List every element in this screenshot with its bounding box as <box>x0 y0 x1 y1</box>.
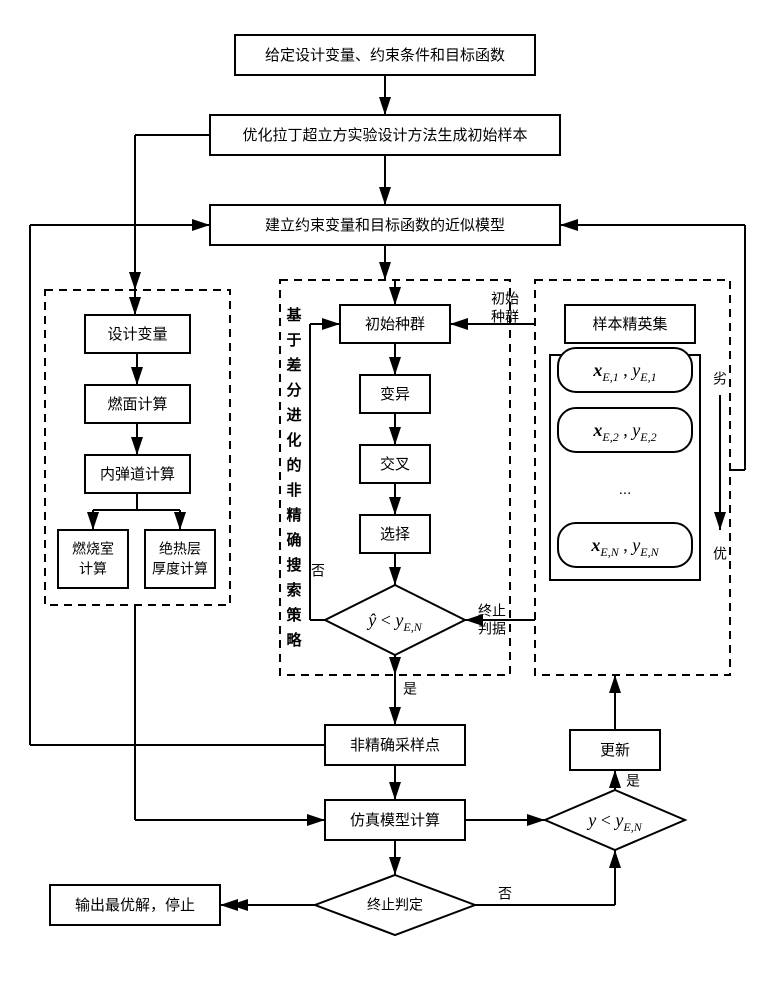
svg-text:劣: 劣 <box>713 371 727 387</box>
svg-text:种群: 种群 <box>491 309 519 325</box>
svg-text:输出最优解，停止: 输出最优解，停止 <box>75 897 195 914</box>
svg-text:略: 略 <box>286 631 302 649</box>
svg-text:内弹道计算: 内弹道计算 <box>100 465 175 483</box>
svg-text:否: 否 <box>311 563 325 579</box>
svg-text:绝热层: 绝热层 <box>159 541 201 557</box>
svg-text:的: 的 <box>286 456 301 474</box>
svg-text:分: 分 <box>286 382 301 399</box>
svg-text:...: ... <box>619 481 632 498</box>
svg-text:燃面计算: 燃面计算 <box>107 395 167 413</box>
svg-text:精: 精 <box>286 506 301 524</box>
svg-text:策: 策 <box>285 606 302 624</box>
svg-text:否: 否 <box>498 886 512 902</box>
svg-text:搜: 搜 <box>286 556 302 574</box>
svg-text:终止: 终止 <box>478 603 506 619</box>
svg-text:是: 是 <box>626 773 640 789</box>
svg-text:仿真模型计算: 仿真模型计算 <box>350 811 440 829</box>
svg-text:差: 差 <box>286 356 301 374</box>
svg-text:进: 进 <box>286 407 301 424</box>
svg-text:样本精英集: 样本精英集 <box>592 315 667 333</box>
svg-text:给定设计变量、约束条件和目标函数: 给定设计变量、约束条件和目标函数 <box>265 47 505 64</box>
svg-text:是: 是 <box>403 681 417 697</box>
svg-text:更新: 更新 <box>600 742 630 759</box>
svg-text:设计变量: 设计变量 <box>107 326 167 343</box>
svg-text:终止判定: 终止判定 <box>367 897 423 913</box>
svg-text:化: 化 <box>286 431 301 449</box>
svg-text:变异: 变异 <box>380 386 410 403</box>
svg-text:非精确采样点: 非精确采样点 <box>350 737 440 754</box>
svg-text:建立约束变量和目标函数的近似模型: 建立约束变量和目标函数的近似模型 <box>265 217 505 234</box>
svg-text:厚度计算: 厚度计算 <box>152 561 208 577</box>
svg-text:判据: 判据 <box>478 621 506 637</box>
svg-text:基: 基 <box>285 306 302 324</box>
svg-text:初始种群: 初始种群 <box>365 316 425 333</box>
svg-text:计算: 计算 <box>79 561 107 577</box>
svg-text:初始: 初始 <box>491 291 519 307</box>
svg-text:索: 索 <box>286 581 301 599</box>
svg-text:交叉: 交叉 <box>380 455 410 473</box>
svg-text:优化拉丁超立方实验设计方法生成初始样本: 优化拉丁超立方实验设计方法生成初始样本 <box>242 127 527 144</box>
svg-text:选择: 选择 <box>380 526 410 543</box>
svg-text:燃烧室: 燃烧室 <box>72 541 114 557</box>
svg-text:于: 于 <box>286 332 301 349</box>
svg-text:优: 优 <box>713 546 727 562</box>
svg-text:确: 确 <box>286 531 301 549</box>
svg-text:非: 非 <box>286 481 301 499</box>
